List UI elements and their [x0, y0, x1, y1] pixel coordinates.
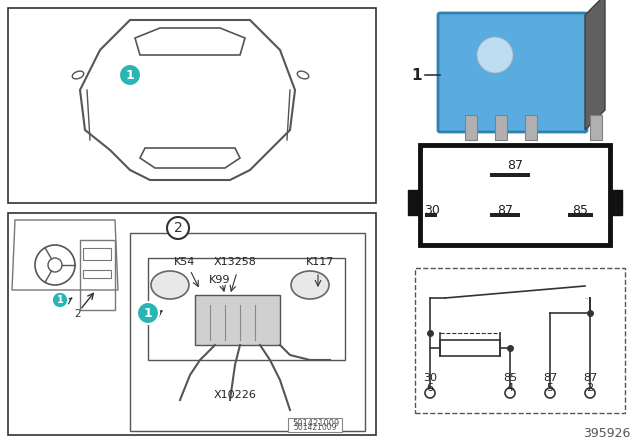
- Text: K54: K54: [174, 257, 196, 267]
- Circle shape: [137, 302, 159, 324]
- Text: 1: 1: [125, 69, 134, 82]
- Bar: [490, 173, 530, 177]
- Ellipse shape: [151, 271, 189, 299]
- Bar: [525, 115, 537, 140]
- FancyBboxPatch shape: [438, 13, 587, 132]
- Text: 501421009: 501421009: [292, 419, 340, 428]
- Bar: [495, 115, 507, 140]
- Bar: [408, 190, 420, 215]
- Text: 87: 87: [497, 203, 513, 216]
- Bar: [8, 213, 376, 435]
- Text: 5: 5: [547, 383, 554, 393]
- Circle shape: [52, 292, 68, 308]
- Bar: [465, 115, 477, 140]
- Bar: [610, 190, 622, 215]
- Text: 87: 87: [583, 373, 597, 383]
- Text: 6: 6: [426, 383, 433, 393]
- PathPatch shape: [195, 295, 280, 345]
- Text: 1: 1: [143, 306, 152, 319]
- Text: 2: 2: [173, 221, 182, 235]
- Circle shape: [119, 64, 141, 86]
- Ellipse shape: [291, 271, 329, 299]
- Text: 501421009: 501421009: [293, 422, 337, 431]
- Text: X13258: X13258: [214, 257, 257, 267]
- Bar: [420, 145, 610, 245]
- Text: 4: 4: [506, 383, 513, 393]
- Bar: [288, 418, 342, 432]
- Bar: [415, 268, 625, 413]
- PathPatch shape: [585, 0, 605, 130]
- Text: 1: 1: [412, 68, 422, 82]
- Bar: [8, 8, 376, 203]
- Bar: [490, 213, 520, 217]
- Circle shape: [167, 217, 189, 239]
- Bar: [440, 340, 500, 356]
- Text: 87: 87: [543, 373, 557, 383]
- Bar: [130, 233, 365, 431]
- Text: X10226: X10226: [214, 390, 257, 400]
- Text: 2: 2: [586, 383, 593, 393]
- Text: 30: 30: [424, 203, 440, 216]
- Text: 87: 87: [507, 159, 523, 172]
- Text: 395926: 395926: [582, 427, 630, 440]
- Bar: [83, 248, 111, 260]
- Text: 85: 85: [572, 203, 588, 216]
- Text: 30: 30: [423, 373, 437, 383]
- Bar: [425, 213, 437, 217]
- Bar: [568, 213, 593, 217]
- Bar: [590, 115, 602, 140]
- Bar: [83, 270, 111, 278]
- Circle shape: [477, 37, 513, 73]
- Text: K117: K117: [306, 257, 334, 267]
- Text: 1: 1: [56, 295, 63, 305]
- Text: 85: 85: [503, 373, 517, 383]
- Text: K99: K99: [209, 275, 231, 285]
- Text: 2: 2: [75, 309, 81, 319]
